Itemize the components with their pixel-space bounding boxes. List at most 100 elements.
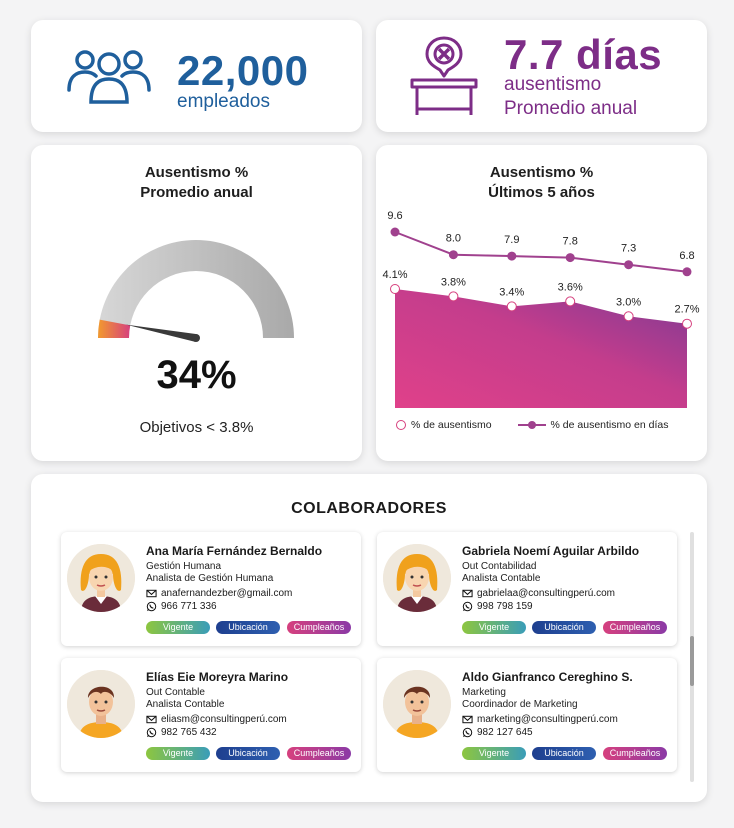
days-point-5	[682, 267, 692, 277]
birthday-button[interactable]: Cumpleaños	[603, 747, 667, 760]
vigente-button[interactable]: Vigente	[146, 621, 210, 634]
collaborator-email[interactable]: gabrielaa@consultingperú.com	[462, 588, 615, 599]
absence-days-period: Promedio anual	[504, 98, 638, 119]
avatar	[383, 670, 451, 738]
absence-trend-card: Ausentismo % Últimos 5 años 9.6 8.0 7.9 7.8…	[376, 145, 707, 461]
whatsapp-icon	[462, 601, 473, 612]
collaborator-phone[interactable]: 982 765 432	[146, 727, 217, 738]
whatsapp-icon	[146, 727, 157, 738]
days-point-3	[565, 253, 575, 263]
percent-point-2	[506, 301, 517, 312]
days-label-2: 7.9	[504, 234, 519, 246]
legend-area-label: % de ausentismo	[411, 419, 492, 431]
days-label-3: 7.8	[563, 236, 578, 248]
collaborator-email[interactable]: marketing@consultingperú.com	[462, 714, 618, 725]
birthday-button[interactable]: Cumpleaños	[287, 621, 351, 634]
desk-cross-icon	[410, 36, 478, 115]
collaborator-email-text: marketing@consultingperú.com	[477, 714, 618, 725]
days-point-0	[390, 227, 400, 237]
scrollbar-thumb[interactable]	[690, 636, 694, 686]
collaborators-title: COLABORADORES	[291, 500, 447, 517]
trend-title-line-2: Últimos 5 años	[488, 184, 595, 201]
percent-point-4	[623, 311, 634, 322]
location-button[interactable]: Ubicación	[216, 621, 280, 634]
absence-percent-area	[395, 289, 687, 408]
collaborator-phone-text: 966 771 336	[161, 601, 217, 612]
percent-label-4: 3.0%	[616, 296, 641, 308]
collaborator-phone[interactable]: 998 798 159	[462, 601, 533, 612]
collaborator-role: Analista Contable	[146, 699, 225, 710]
collaborator-role: Coordinador de Marketing	[462, 699, 578, 710]
collaborator-area: Out Contable	[146, 687, 205, 698]
absence-days-label: ausentismo	[504, 74, 602, 95]
collaborators-scrollbar[interactable]	[690, 532, 694, 782]
avatar-male-icon	[383, 670, 451, 738]
avatar	[67, 544, 135, 612]
gauge-title-line-2: Promedio anual	[140, 184, 253, 201]
collaborator-area: Out Contabilidad	[462, 561, 537, 572]
days-label-1: 8.0	[446, 233, 461, 245]
percent-label-2: 3.4%	[499, 286, 524, 298]
collaborator-email[interactable]: eliasm@consultingperú.com	[146, 714, 287, 725]
location-button[interactable]: Ubicación	[216, 747, 280, 760]
absence-days-value: 7.7 días	[504, 31, 663, 78]
trend-title-line-1: Ausentismo %	[489, 164, 594, 181]
collaborator-phone-text: 982 127 645	[477, 727, 533, 738]
birthday-button[interactable]: Cumpleaños	[287, 747, 351, 760]
vigente-button[interactable]: Vigente	[462, 747, 526, 760]
trend-legend: % de ausentismo % de ausentismo en días	[396, 419, 668, 431]
percent-point-1	[448, 291, 459, 302]
days-point-1	[448, 250, 458, 260]
email-icon	[462, 589, 473, 598]
avatar	[383, 544, 451, 612]
trend-chart: 9.6 8.0 7.9 7.8 7.3 6.8 4.1% 3.8% 3.4% 3.6% 3.0% 2.…	[382, 210, 700, 408]
collaborator-name: Aldo Gianfranco Cereghino S.	[462, 670, 633, 684]
gauge-track	[98, 240, 294, 338]
collaborator-email-text: eliasm@consultingperú.com	[161, 714, 287, 725]
percent-label-5: 2.7%	[674, 304, 699, 316]
gauge-chart	[97, 240, 294, 342]
collaborator-card[interactable]: Ana María Fernández Bernaldo Gestión Hum…	[61, 532, 361, 646]
collaborator-role: Analista de Gestión Humana	[146, 573, 274, 584]
collaborator-email-text: gabrielaa@consultingperú.com	[477, 588, 616, 599]
percent-point-3	[565, 296, 576, 307]
days-label-4: 7.3	[621, 243, 636, 255]
collaborator-card[interactable]: Aldo Gianfranco Cereghino S. Marketing C…	[377, 658, 677, 772]
collaborator-card[interactable]: Gabriela Noemí Aguilar Arbildo Out Conta…	[377, 532, 677, 646]
percent-label-1: 3.8%	[441, 276, 466, 288]
employees-label: empleados	[177, 91, 270, 112]
collaborator-name: Gabriela Noemí Aguilar Arbildo	[462, 544, 640, 558]
percent-point-0	[390, 284, 400, 294]
days-label-0: 9.6	[387, 210, 402, 222]
whatsapp-icon	[146, 601, 157, 612]
absence-gauge-card: Ausentismo % Promedio anual 34% Objetivo…	[31, 145, 362, 461]
collaborator-name: Ana María Fernández Bernaldo	[146, 544, 323, 558]
gauge-needle	[125, 324, 197, 342]
whatsapp-icon	[462, 727, 473, 738]
collaborator-phone-text: 998 798 159	[477, 601, 533, 612]
collaborator-phone[interactable]: 982 127 645	[462, 727, 533, 738]
location-button[interactable]: Ubicación	[532, 747, 596, 760]
collaborator-email[interactable]: anafernandezber@gmail.com	[146, 588, 292, 599]
location-button[interactable]: Ubicación	[532, 621, 596, 634]
gauge-value: 34%	[156, 353, 237, 397]
collaborator-area: Gestión Humana	[146, 561, 222, 572]
collaborator-email-text: anafernandezber@gmail.com	[161, 588, 293, 599]
absence-days-line	[394, 231, 688, 273]
absence-days-kpi-card: 7.7 días ausentismo Promedio anual	[376, 20, 707, 132]
collaborator-name: Elías Eie Moreyra Marino	[146, 670, 289, 684]
birthday-button[interactable]: Cumpleaños	[603, 621, 667, 634]
collaborator-card[interactable]: Elías Eie Moreyra Marino Out Contable An…	[61, 658, 361, 772]
email-icon	[462, 715, 473, 724]
gauge-title: Ausentismo % Promedio anual	[31, 163, 362, 203]
days-label-5: 6.8	[679, 250, 694, 262]
gauge-value-arc	[97, 319, 131, 338]
avatar	[67, 670, 135, 738]
collaborator-phone[interactable]: 966 771 336	[146, 601, 217, 612]
vigente-button[interactable]: Vigente	[146, 747, 210, 760]
gauge-title-line-1: Ausentismo %	[144, 164, 249, 181]
collaborator-phone-text: 982 765 432	[161, 727, 217, 738]
days-point-4	[624, 260, 634, 270]
vigente-button[interactable]: Vigente	[462, 621, 526, 634]
trend-title: Ausentismo % Últimos 5 años	[376, 163, 707, 203]
